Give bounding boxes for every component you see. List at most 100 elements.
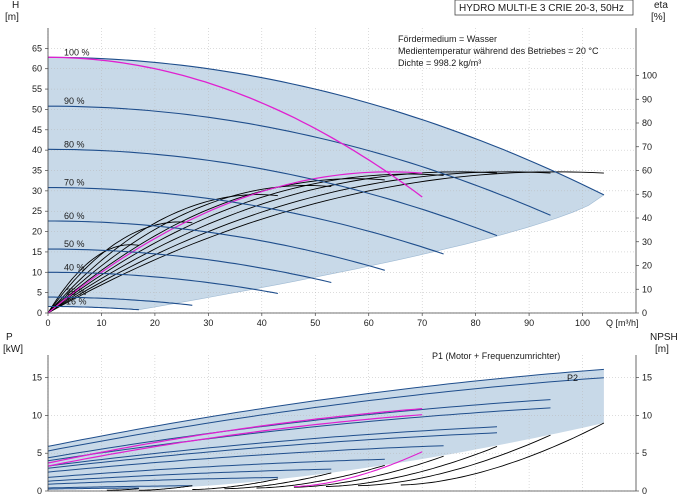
x-tick-label: 20 [150, 318, 160, 328]
x-axis-label: Q [m³/h] [606, 318, 639, 328]
power-npsh-plot: P1 (Motor + Frequenzumrichter) P2 0 5 10 15 0 5… [32, 351, 652, 496]
y-tick-label-right: 10 [642, 410, 652, 420]
x-tick-label: 10 [96, 318, 106, 328]
power-highlight-curve [47, 408, 423, 464]
npsh-curve [256, 464, 385, 489]
power-range-area [48, 369, 604, 490]
y-tick-label-right: 40 [642, 213, 652, 223]
power-curve [47, 368, 604, 447]
y-tick-label-right: 90 [642, 94, 652, 104]
y-tick-label-left: 40 [32, 145, 42, 155]
y-tick-label-right: 30 [642, 237, 652, 247]
power-curve [47, 377, 604, 452]
head-curve [48, 271, 279, 295]
eta-curve [47, 194, 278, 314]
y-tick-label-left: 50 [32, 104, 42, 114]
eta-curve [47, 171, 551, 314]
note-medium: Fördermedium = Wasser [398, 34, 497, 44]
head-efficiency-plot: 100 % 90 % 80 % 70 % 60 % 50 % 40 % 25 %16 % 0 5 1… [32, 28, 657, 328]
note-temperature: Medientemperatur während des Betriebes =… [398, 46, 599, 56]
eta-curve [47, 221, 193, 314]
y-tick-label-left: 65 [32, 43, 42, 53]
bottom-y-right-name: NPSH [650, 332, 678, 343]
power-curve [47, 445, 444, 473]
speed-label: 100 % [64, 47, 90, 57]
x-tick-label: 50 [310, 318, 320, 328]
y-tick-label-left: 10 [32, 267, 42, 277]
bottom-y-left-name: P [6, 332, 13, 343]
power-curve [47, 426, 498, 467]
power-curve [47, 407, 551, 462]
y-tick-label-right: 20 [642, 261, 652, 271]
top-y-right-name: eta [654, 0, 668, 11]
note-density: Dichte = 998.2 kg/m³ [398, 58, 481, 68]
npsh-curve [106, 488, 139, 491]
y-tick-label-right: 80 [642, 118, 652, 128]
x-tick-label: 0 [45, 318, 50, 328]
speed-label: 90 % [64, 96, 85, 106]
bottom-y-right-unit: [m] [655, 344, 669, 355]
operating-range-area [47, 56, 605, 311]
y-tick-label-left: 15 [32, 373, 42, 383]
speed-label: 80 % [64, 139, 85, 149]
power-curve [47, 432, 498, 469]
head-curve [47, 56, 605, 196]
eta-curve [47, 178, 385, 314]
y-tick-label-left: 5 [37, 288, 42, 298]
speed-label: 25 % [66, 287, 87, 297]
npsh-highlight-curve [293, 451, 423, 488]
head-curve [48, 187, 444, 255]
head-curve [48, 105, 551, 216]
eta-curve [47, 185, 332, 314]
y-tick-label-right: 100 [642, 71, 657, 81]
x-tick-label: 80 [471, 318, 481, 328]
eta-curve [47, 171, 604, 314]
bottom-y-left-unit: [kW] [3, 344, 23, 355]
head-curve [48, 305, 139, 311]
power-curve [48, 487, 139, 490]
y-tick-label-right: 10 [642, 284, 652, 294]
head-curve [48, 248, 332, 284]
y-tick-label-right: 0 [642, 486, 647, 496]
speed-label: 70 % [64, 178, 85, 188]
chart-title: HYDRO MULTI-E 3 CRIE 20-3, 50Hz [459, 3, 624, 14]
y-tick-label-left: 10 [32, 410, 42, 420]
power-curve [47, 458, 385, 478]
npsh-curve [357, 434, 551, 487]
y-tick-label-left: 0 [37, 486, 42, 496]
x-tick-label: 30 [203, 318, 213, 328]
y-tick-label-right: 70 [642, 142, 652, 152]
y-tick-label-left: 25 [32, 206, 42, 216]
y-tick-label-left: 60 [32, 64, 42, 74]
x-tick-label: 100 [575, 318, 590, 328]
x-tick-label: 60 [364, 318, 374, 328]
y-tick-label-right: 0 [642, 308, 647, 318]
y-tick-label-left: 0 [37, 308, 42, 318]
eta-curve [47, 173, 444, 314]
x-tick-label: 90 [524, 318, 534, 328]
power-highlight-curve [47, 414, 423, 467]
y-tick-label-right: 60 [642, 166, 652, 176]
head-highlight-curve [47, 56, 423, 198]
npsh-curve [325, 445, 498, 487]
eta-highlight-curve [47, 171, 423, 314]
y-tick-label-right: 5 [642, 448, 647, 458]
x-tick-label: 40 [257, 318, 267, 328]
series-label-p2: P2 [567, 373, 578, 383]
y-tick-label-left: 5 [37, 448, 42, 458]
eta-curve [47, 244, 139, 314]
head-curve [48, 296, 193, 306]
y-tick-label-left: 20 [32, 227, 42, 237]
power-curve [47, 485, 193, 489]
top-y-right-unit: [%] [651, 12, 666, 23]
power-curve [47, 468, 332, 482]
chart-title-box [454, 0, 634, 16]
speed-label: 60 % [64, 211, 85, 221]
head-curve [47, 148, 498, 237]
speed-label: 40 % [64, 262, 85, 272]
power-curve [47, 476, 278, 485]
power-curve [47, 399, 551, 459]
y-tick-label-left: 15 [32, 247, 42, 257]
head-curve [48, 220, 385, 271]
